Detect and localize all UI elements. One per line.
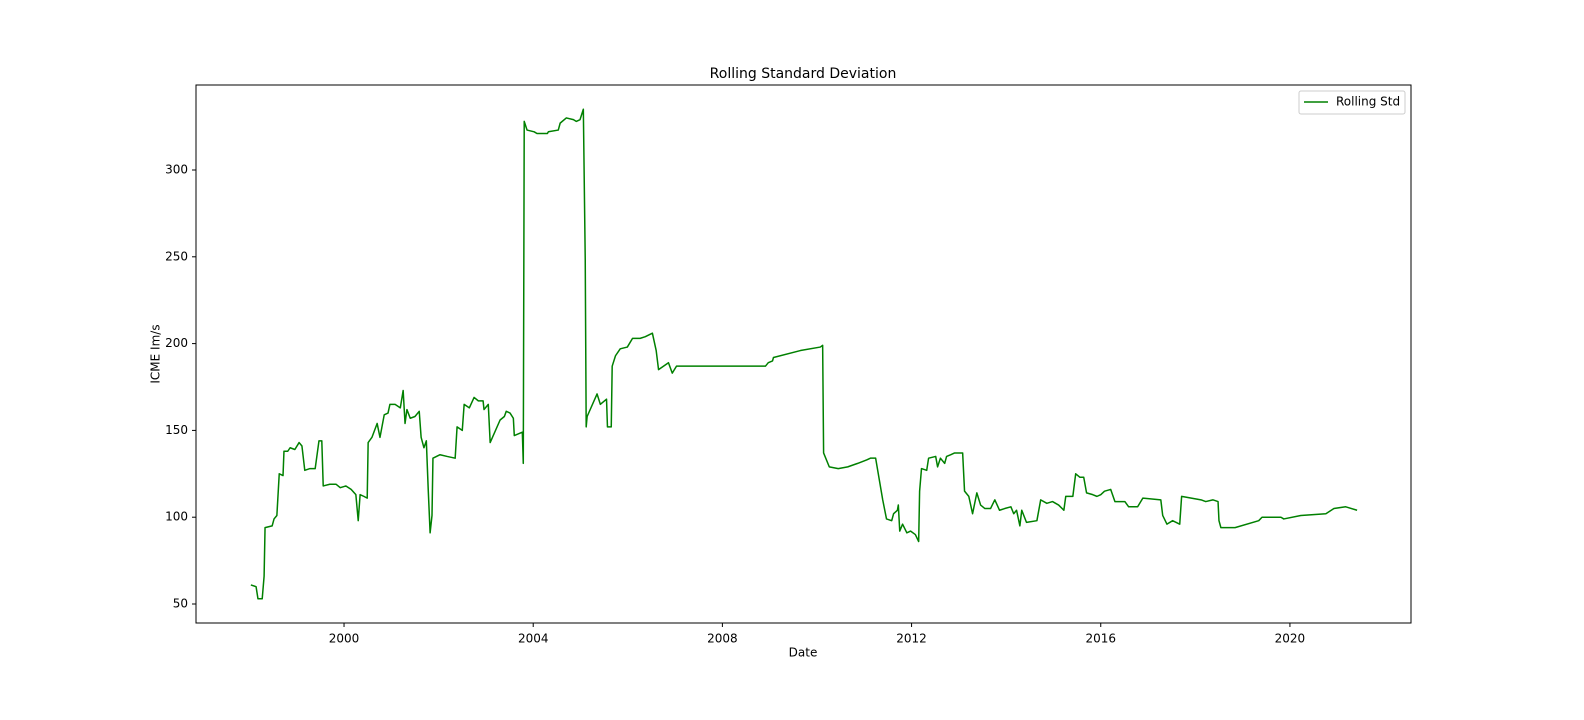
y-tick-label: 200 bbox=[165, 336, 188, 350]
y-tick-label: 300 bbox=[165, 162, 188, 176]
x-tick-label: 2004 bbox=[518, 632, 549, 646]
x-tick-label: 2016 bbox=[1085, 632, 1116, 646]
y-tick-label: 100 bbox=[165, 510, 188, 524]
plot-frame bbox=[195, 84, 1412, 624]
y-tick-label: 150 bbox=[165, 423, 188, 437]
x-tick-label: 2008 bbox=[707, 632, 738, 646]
y-tick-label: 250 bbox=[165, 249, 188, 263]
y-tick-label: 50 bbox=[173, 597, 188, 611]
chart-title: Rolling Standard Deviation bbox=[710, 66, 897, 82]
y-axis-label: ICME Im/s bbox=[149, 324, 163, 383]
x-tick-label: 2000 bbox=[329, 632, 360, 646]
legend-label: Rolling Std bbox=[1336, 95, 1400, 109]
line-series bbox=[250, 108, 1358, 600]
x-axis-label: Date bbox=[789, 646, 818, 660]
x-tick-label: 2020 bbox=[1275, 632, 1306, 646]
legend-box bbox=[1298, 90, 1406, 115]
x-tick-label: 2012 bbox=[896, 632, 927, 646]
